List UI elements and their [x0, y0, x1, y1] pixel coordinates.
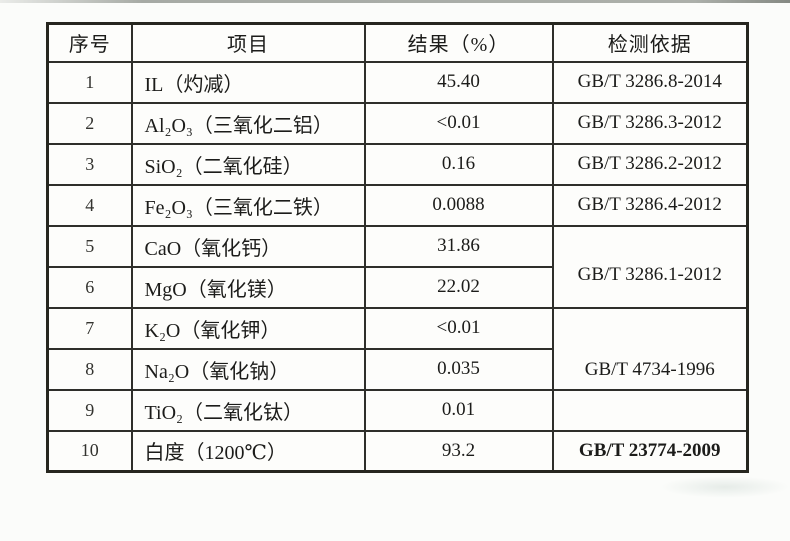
row-no: 7 [46, 306, 133, 350]
row-item: IL（灼减） [130, 60, 366, 104]
scan-edge-artifact [0, 0, 790, 3]
row-standard-empty [551, 388, 749, 432]
column-header-item: 项目 [130, 22, 366, 63]
row-standard-merged: GB/T 4734-1996 [551, 306, 749, 391]
row-result: 0.0088 [363, 183, 554, 227]
row-result: 45.40 [363, 60, 554, 104]
row-no: 5 [46, 224, 133, 268]
row-item: CaO（氧化钙） [130, 224, 366, 268]
row-result: 31.86 [363, 224, 554, 268]
table-row: 10 白度（1200℃） 93.2 GB/T 23774-2009 [46, 429, 749, 473]
row-result: 0.035 [363, 347, 554, 391]
row-result: 0.01 [363, 388, 554, 432]
table-row: 2 Al₂O₃（三氧化二铝） <0.01 GB/T 3286.3-2012 [46, 101, 749, 145]
row-standard: GB/T 3286.2-2012 [551, 142, 749, 186]
row-result: <0.01 [363, 306, 554, 350]
table-row: 9 TiO₂（二氧化钛） 0.01 [46, 388, 749, 432]
row-no: 3 [46, 142, 133, 186]
row-item: SiO₂（二氧化硅） [130, 142, 366, 186]
row-no: 10 [46, 429, 133, 473]
row-item: Al₂O₃（三氧化二铝） [130, 101, 366, 145]
row-standard-merged: GB/T 3286.1-2012 [551, 224, 749, 309]
row-item: Fe₂O₃（三氧化二铁） [130, 183, 366, 227]
row-item: Na₂O（氧化钠） [130, 347, 366, 391]
scan-smudge-artifact [660, 476, 790, 498]
row-standard: GB/T 23774-2009 [551, 429, 749, 473]
row-item: K₂O（氧化钾） [130, 306, 366, 350]
row-no: 1 [46, 60, 133, 104]
test-results-table: 序号 项目 结果（%） 检测依据 1 IL（灼减） 45.40 GB/T 328… [46, 22, 749, 473]
row-item: TiO₂（二氧化钛） [130, 388, 366, 432]
row-no: 4 [46, 183, 133, 227]
table-row: 6 MgO（氧化镁） 22.02 [46, 265, 748, 309]
table-row: 3 SiO₂（二氧化硅） 0.16 GB/T 3286.2-2012 [46, 142, 749, 186]
table-row: 5 CaO（氧化钙） 31.86 GB/T 3286.1-2012 [46, 224, 749, 309]
row-result: 22.02 [363, 265, 554, 309]
table-row: 8 Na₂O（氧化钠） 0.035 [46, 347, 748, 391]
table-row: 7 K₂O（氧化钾） <0.01 GB/T 4734-1996 [46, 306, 749, 391]
row-result: 93.2 [363, 429, 554, 473]
row-no: 6 [46, 265, 133, 309]
row-item: 白度（1200℃） [130, 429, 366, 473]
row-no: 8 [46, 347, 133, 391]
column-header-result: 结果（%） [363, 22, 554, 63]
row-standard: GB/T 3286.3-2012 [551, 101, 749, 145]
row-no: 2 [46, 101, 133, 145]
header-row: 序号 项目 结果（%） 检测依据 [46, 22, 749, 63]
column-header-no: 序号 [46, 22, 133, 63]
row-no: 9 [46, 388, 133, 432]
column-header-standard: 检测依据 [551, 22, 749, 63]
table-row: 1 IL（灼减） 45.40 GB/T 3286.8-2014 [46, 60, 749, 104]
table-row: 4 Fe₂O₃（三氧化二铁） 0.0088 GB/T 3286.4-2012 [46, 183, 749, 227]
row-standard: GB/T 3286.8-2014 [551, 60, 749, 104]
row-result: 0.16 [363, 142, 554, 186]
row-standard: GB/T 3286.4-2012 [551, 183, 749, 227]
row-item: MgO（氧化镁） [130, 265, 366, 309]
row-result: <0.01 [363, 101, 554, 145]
